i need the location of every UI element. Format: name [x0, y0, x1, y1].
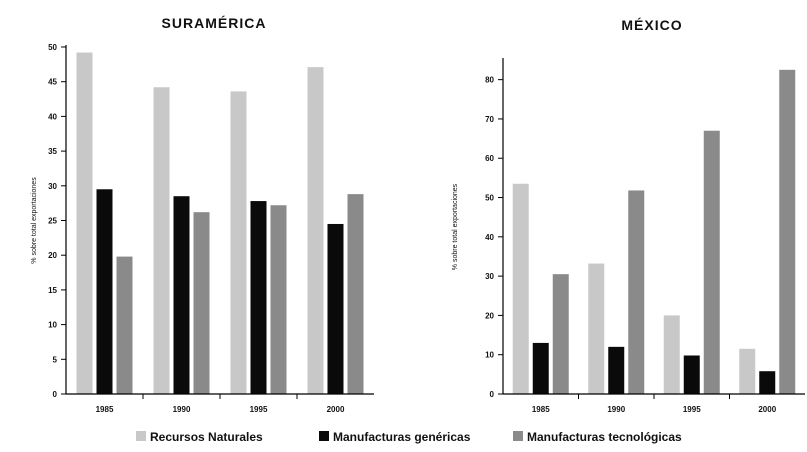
- mexico-bar-1990-s2: [608, 346, 625, 394]
- mexico-title: MÉXICO: [621, 17, 682, 33]
- suramerica-x-tick-label-1990: 1990: [173, 405, 191, 414]
- mexico-y-tick-label-7: 70: [485, 115, 494, 124]
- suramerica-y-axis-label: % sobre total exportaciones: [31, 177, 38, 264]
- suramerica-y-tick-label-0: 0: [53, 390, 58, 399]
- mexico-bar-1985-s2: [532, 342, 549, 394]
- suramerica-bar-1990-s2: [173, 196, 190, 394]
- suramerica-y-tick-label-1: 5: [53, 355, 58, 364]
- mexico-y-axis-label: % sobre total exportaciones: [452, 183, 459, 270]
- mexico-x-tick-label-2000: 2000: [758, 405, 776, 414]
- mexico-y-tick-label-2: 20: [485, 311, 494, 320]
- mexico-bar-1990-s1: [588, 263, 605, 394]
- suramerica-y-tick-label-4: 20: [48, 251, 57, 260]
- legend-swatch-1: [136, 431, 146, 441]
- suramerica-bar-1995-s3: [270, 205, 287, 394]
- mexico-y-tick-label-3: 30: [485, 272, 494, 281]
- legend-swatch-3: [513, 431, 523, 441]
- suramerica-bar-2000-s3: [347, 194, 364, 394]
- suramerica-x-tick-label-1995: 1995: [250, 405, 268, 414]
- suramerica-bar-1990-s3: [193, 212, 210, 394]
- suramerica-bar-1985-s2: [96, 189, 113, 394]
- suramerica-y-tick-label-5: 25: [48, 217, 57, 226]
- mexico-bar-2000-s3: [779, 69, 796, 394]
- suramerica-y-tick-label-8: 40: [48, 112, 57, 121]
- mexico-y-tick-label-8: 80: [485, 76, 494, 85]
- mexico-x-tick-label-1985: 1985: [532, 405, 550, 414]
- mexico-bar-1995-s3: [703, 130, 720, 394]
- suramerica-x-tick-label-1985: 1985: [96, 405, 114, 414]
- mexico-y-tick-label-0: 0: [490, 390, 495, 399]
- mexico-bar-1990-s3: [628, 190, 645, 394]
- suramerica-y-tick-label-2: 10: [48, 321, 57, 330]
- suramerica-bar-2000-s1: [307, 67, 324, 394]
- mexico-bar-2000-s2: [759, 371, 776, 394]
- mexico-y-tick-label-1: 10: [485, 351, 494, 360]
- suramerica-bar-1995-s2: [250, 201, 267, 394]
- suramerica-y-tick-label-6: 30: [48, 182, 57, 191]
- suramerica-x-tick-label-2000: 2000: [327, 405, 345, 414]
- mexico-bar-1995-s2: [683, 355, 700, 394]
- legend-swatch-2: [319, 431, 329, 441]
- mexico-y-tick-label-5: 50: [485, 194, 494, 203]
- suramerica-y-tick-label-9: 45: [48, 78, 57, 87]
- legend-label-3: Manufacturas tecnológicas: [527, 430, 682, 444]
- suramerica-bar-1990-s1: [153, 87, 170, 394]
- mexico-bar-1985-s1: [512, 183, 529, 394]
- mexico-bar-1995-s1: [663, 315, 680, 394]
- mexico-x-tick-label-1995: 1995: [683, 405, 701, 414]
- suramerica-y-tick-label-3: 15: [48, 286, 57, 295]
- mexico-y-tick-label-6: 60: [485, 154, 494, 163]
- suramerica-y-tick-label-10: 50: [48, 43, 57, 52]
- suramerica-bar-1985-s1: [76, 52, 93, 394]
- suramerica-title: SURAMÉRICA: [162, 15, 267, 31]
- suramerica-bar-2000-s2: [327, 223, 344, 394]
- legend-label-1: Recursos Naturales: [150, 430, 263, 444]
- suramerica-bar-1995-s1: [230, 91, 247, 394]
- legend-label-2: Manufacturas genéricas: [333, 430, 471, 444]
- mexico-y-tick-label-4: 40: [485, 233, 494, 242]
- suramerica-bar-1985-s3: [116, 256, 133, 394]
- mexico-x-tick-label-1990: 1990: [607, 405, 625, 414]
- mexico-bar-2000-s1: [739, 348, 756, 394]
- suramerica-y-tick-label-7: 35: [48, 147, 57, 156]
- mexico-bar-1985-s3: [552, 274, 569, 394]
